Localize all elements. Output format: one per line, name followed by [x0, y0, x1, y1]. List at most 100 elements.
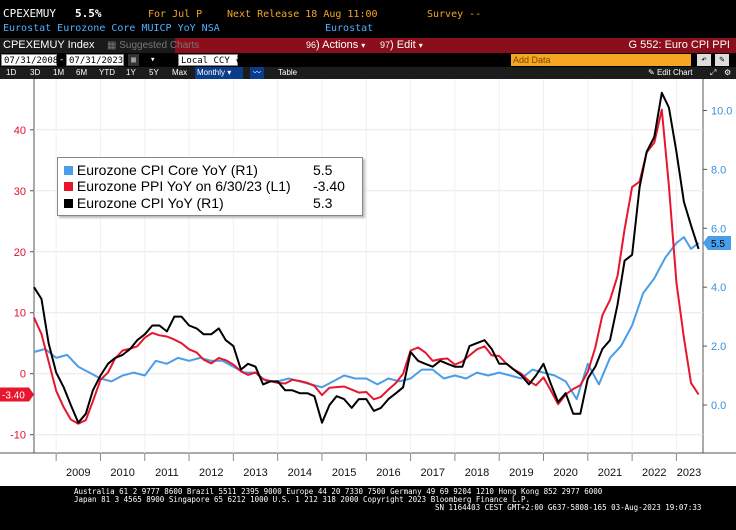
series-line-cpi: [33, 91, 700, 424]
edit-label: Edit: [396, 39, 416, 51]
series-lines: [33, 91, 700, 425]
legend-value: -3.40: [313, 178, 345, 194]
settings-icon[interactable]: ✎: [715, 54, 729, 66]
data-source: Eurostat: [325, 23, 374, 34]
chevron-down-icon: ▾: [418, 41, 423, 50]
date-separator: -: [59, 55, 65, 65]
security-description: Eurostat Eurozone Core MUICP YoY NSA: [3, 23, 220, 34]
left-tick-label: 40: [14, 125, 26, 137]
x-tick-label: 2009: [66, 467, 90, 479]
chevron-down-icon: ▾: [361, 41, 366, 50]
actions-number: 96: [306, 40, 317, 50]
undo-icon[interactable]: ↶: [697, 54, 711, 66]
period-max[interactable]: Max: [172, 68, 188, 77]
last-value: 5.5%: [75, 7, 102, 20]
page-title: G 552: Euro CPI PPI: [628, 39, 731, 51]
x-tick-label: 2011: [155, 467, 179, 479]
legend-swatch: [64, 199, 73, 208]
right-tick-label: 0.0: [711, 400, 726, 412]
period-3d[interactable]: 3D: [30, 68, 41, 77]
last-value-label-right: 5.5: [711, 239, 725, 250]
ticker-index-label: CPEXEMUY Index: [3, 39, 95, 51]
actions-menu[interactable]: 96) Actions ▾: [306, 39, 366, 51]
series-line-core-cpi: [33, 236, 700, 401]
x-tick-label: 2023: [677, 467, 701, 479]
table-button[interactable]: Table: [278, 68, 298, 77]
frequency-select[interactable]: Monthly ▾: [195, 67, 243, 79]
end-date-input[interactable]: 07/31/2023: [66, 54, 124, 66]
last-value-tag-left: [0, 387, 34, 402]
function-title-bar: CPEXEMUY Index ▦ Suggested Charts 96) Ac…: [0, 38, 736, 53]
x-tick-label: 2012: [199, 467, 223, 479]
left-tick-label: 30: [14, 186, 26, 198]
period-1y[interactable]: 1Y: [126, 68, 136, 77]
chevron-down-icon[interactable]: ▾: [150, 55, 156, 65]
line-chart-icon[interactable]: 〰: [250, 67, 264, 79]
calendar-icon[interactable]: ▦: [128, 54, 139, 66]
x-tick-label: 2021: [598, 467, 622, 479]
x-tick-label: 2015: [332, 467, 356, 479]
date-range-row: 07/31/2008 - 07/31/2023 ▦ ▾ Local CCY ▾ …: [0, 54, 736, 67]
suggested-charts-label: Suggested Charts: [119, 40, 200, 51]
edit-chart-button[interactable]: ✎ Edit Chart: [648, 67, 693, 79]
period-1d[interactable]: 1D: [6, 68, 17, 77]
legend-value: 5.5: [313, 162, 333, 178]
left-tick-label: 20: [14, 247, 26, 259]
frequency-label: Monthly: [197, 68, 226, 77]
period-toolbar: 1D 3D 1M 6M YTD 1Y 5Y Max Monthly ▾ 〰 Ta…: [0, 67, 736, 79]
x-tick-label: 2014: [288, 467, 312, 479]
legend-value: 5.3: [313, 195, 333, 211]
right-axis: 10.0 8.0 6.0 4.0 2.0 0.0: [703, 105, 732, 412]
legend-label: Eurozone CPI Core YoY (R1): [76, 162, 258, 178]
right-tick-label: 2.0: [711, 341, 726, 353]
last-value-labels: -3.40 5.5: [0, 235, 731, 402]
last-value-tag-right: [703, 235, 731, 250]
x-tick-label: 2010: [110, 467, 134, 479]
legend-swatch: [64, 166, 73, 175]
right-tick-label: 10.0: [711, 105, 732, 117]
expand-icon[interactable]: ⤢: [710, 68, 717, 77]
ticker-code: CPEXEMUY: [3, 7, 56, 20]
legend-item-ppi[interactable]: Eurozone PPI YoY on 6/30/23 (L1): [64, 178, 291, 194]
start-date-input[interactable]: 07/31/2008: [1, 54, 58, 66]
actions-label: Actions: [322, 39, 359, 51]
right-tick-label: 4.0: [711, 282, 726, 294]
suggested-charts[interactable]: ▦ Suggested Charts: [107, 38, 199, 53]
pencil-icon: ✎: [648, 68, 657, 77]
legend-swatch: [64, 182, 73, 191]
currency-select[interactable]: Local CCY ▾: [178, 54, 241, 66]
x-tick-label: 2018: [465, 467, 489, 479]
period-ytd[interactable]: YTD: [99, 68, 115, 77]
legend-item-cpi[interactable]: Eurozone CPI YoY (R1): [64, 195, 224, 211]
series-line-ppi: [33, 108, 700, 425]
x-axis: 2009 2010 2011 2012 2013 2014 2015 2016 2017 2018…: [55, 453, 701, 479]
right-tick-label: 6.0: [711, 223, 726, 235]
x-tick-label: 2017: [420, 467, 444, 479]
ticker-index-box[interactable]: CPEXEMUY Index ▦ Suggested Charts: [0, 38, 199, 53]
edit-menu[interactable]: 97) Edit ▾: [380, 39, 423, 51]
chart-legend[interactable]: Eurozone CPI Core YoY (R1) 5.5 Eurozone …: [57, 157, 363, 216]
add-data-input[interactable]: Add Data: [511, 54, 691, 66]
chart-area[interactable]: 40 30 20 10 0 -10 10.0 8.0 6.0 4.0 2.0 0.0 2009 201…: [0, 79, 736, 486]
period-5y[interactable]: 5Y: [149, 68, 159, 77]
edit-chart-label: Edit Chart: [656, 68, 693, 77]
next-release: Next Release 18 Aug 11:00: [227, 9, 378, 20]
chart-settings-icon[interactable]: ⚙: [724, 68, 732, 77]
x-tick-label: 2013: [243, 467, 267, 479]
footer-session: SN 1164403 CEST GMT+2:00 G637-5808-165 0…: [435, 503, 702, 512]
footer-contacts-1: Australia 61 2 9777 8600 Brazil 5511 239…: [74, 487, 603, 496]
period-1m[interactable]: 1M: [53, 68, 65, 77]
for-period: For Jul P: [148, 9, 203, 20]
x-tick-label: 2020: [553, 467, 577, 479]
period-6m[interactable]: 6M: [76, 68, 88, 77]
chevron-down-icon: ▾: [235, 56, 241, 65]
footer: Australia 61 2 9777 8600 Brazil 5511 239…: [0, 486, 736, 530]
currency-label: Local CCY: [181, 56, 230, 66]
chart-background: [0, 79, 736, 486]
legend-item-core[interactable]: Eurozone CPI Core YoY (R1): [64, 162, 258, 178]
right-tick-label: 8.0: [711, 164, 726, 176]
suggested-charts-icon: ▦: [107, 40, 120, 51]
left-axis: 40 30 20 10 0 -10: [10, 125, 34, 442]
edit-number: 97: [380, 40, 391, 50]
